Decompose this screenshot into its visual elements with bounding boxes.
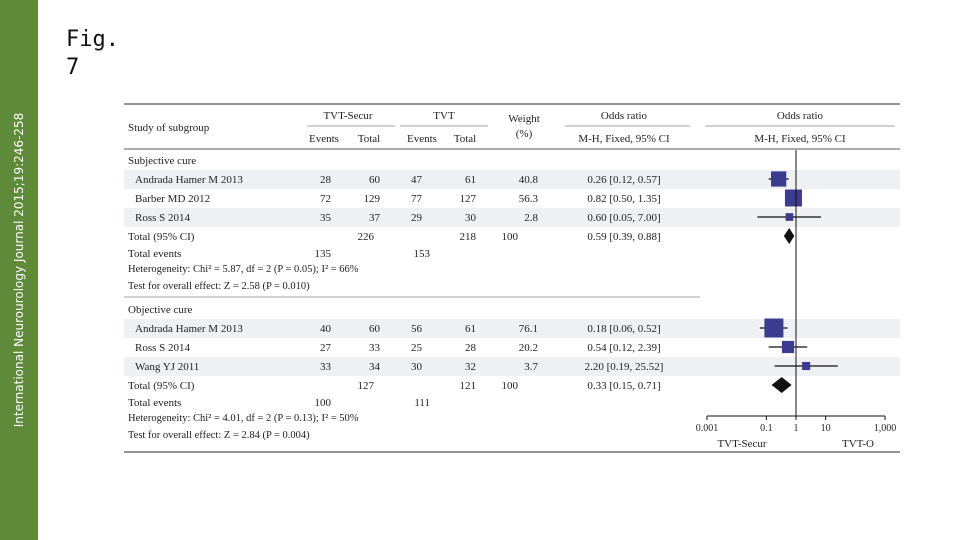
total-events-label: Total events <box>128 248 181 260</box>
header-or-text-method: M-H, Fixed, 95% CI <box>578 133 670 145</box>
total-events-2: 111 <box>414 397 430 409</box>
events-2: 29 <box>411 212 423 224</box>
or-ci-text: 0.18 [0.06, 0.52] <box>587 323 660 335</box>
header-study-label: Study of subgroup <box>128 122 210 134</box>
table-row-stripe <box>124 208 900 227</box>
overall-effect-text: Test for overall effect: Z = 2.84 (P = 0… <box>128 430 310 441</box>
or-ci-text: 0.60 [0.05, 7.00] <box>587 212 660 224</box>
total-ci-label: Total (95% CI) <box>128 231 195 243</box>
effect-marker <box>784 189 802 207</box>
total-n-2: 121 <box>460 380 477 392</box>
effect-marker <box>802 361 811 371</box>
header-total-1: Total <box>358 133 380 145</box>
table-row-stripe <box>124 357 900 376</box>
x-tick-label: 1 <box>794 423 799 434</box>
x-tick-label: 0.1 <box>760 423 773 434</box>
total-events-label: Total events <box>128 397 181 409</box>
events-2: 25 <box>411 342 423 354</box>
header-group2: TVT <box>433 110 455 122</box>
effect-marker <box>781 340 795 354</box>
study-name: Andrada Hamer M 2013 <box>135 323 243 335</box>
total-weight: 100 <box>502 231 519 243</box>
or-ci-text: 0.26 [0.12, 0.57] <box>587 174 660 186</box>
header-group1: TVT-Secur <box>323 110 372 122</box>
or-ci-text: 0.82 [0.50, 1.35] <box>587 193 660 205</box>
weight-value: 20.2 <box>519 342 538 354</box>
study-name: Ross S 2014 <box>135 342 191 354</box>
journal-sidebar: International Neurourology Journal 2015;… <box>0 0 38 540</box>
or-ci-text: 0.54 [0.12, 2.39] <box>587 342 660 354</box>
favours-right-label: TVT-O <box>842 438 874 450</box>
total-2: 61 <box>465 323 476 335</box>
header-total-2: Total <box>454 133 476 145</box>
effect-marker <box>771 171 787 187</box>
total-1: 60 <box>369 174 381 186</box>
header-weight-unit: (%) <box>516 128 533 140</box>
header-weight: Weight <box>508 113 540 125</box>
x-tick-label: 1,000 <box>874 423 897 434</box>
total-1: 34 <box>369 361 381 373</box>
table-row-stripe <box>124 319 900 338</box>
events-2: 30 <box>411 361 423 373</box>
study-name: Wang YJ 2011 <box>135 361 199 373</box>
or-ci-text: 2.20 [0.19, 25.52] <box>585 361 664 373</box>
weight-value: 56.3 <box>519 193 539 205</box>
pooled-diamond <box>771 377 792 393</box>
subgroup-title: Subjective cure <box>128 155 196 167</box>
events-1: 40 <box>320 323 332 335</box>
heterogeneity-text: Heterogeneity: Chi² = 4.01, df = 2 (P = … <box>128 413 359 424</box>
favours-left-label: TVT-Secur <box>717 438 766 450</box>
header-events-1: Events <box>309 133 339 145</box>
events-1: 72 <box>320 193 331 205</box>
subgroup-title: Objective cure <box>128 304 193 316</box>
events-1: 27 <box>320 342 332 354</box>
total-1: 60 <box>369 323 381 335</box>
total-or-ci-text: 0.59 [0.39, 0.88] <box>587 231 660 243</box>
effect-marker <box>764 318 784 338</box>
total-n-1: 226 <box>358 231 375 243</box>
weight-value: 2.8 <box>524 212 538 224</box>
events-1: 33 <box>320 361 332 373</box>
weight-value: 76.1 <box>519 323 538 335</box>
events-1: 35 <box>320 212 332 224</box>
events-2: 56 <box>411 323 423 335</box>
total-1: 37 <box>369 212 381 224</box>
study-name: Ross S 2014 <box>135 212 191 224</box>
events-2: 77 <box>411 193 423 205</box>
header-or-plot: Odds ratio <box>777 110 824 122</box>
total-2: 32 <box>465 361 476 373</box>
total-events-1: 135 <box>315 248 332 260</box>
weight-value: 40.8 <box>519 174 539 186</box>
total-2: 28 <box>465 342 477 354</box>
pooled-diamond <box>783 228 795 244</box>
weight-value: 3.7 <box>524 361 538 373</box>
total-n-2: 218 <box>460 231 477 243</box>
total-events-1: 100 <box>315 397 332 409</box>
header-or-plot-method: M-H, Fixed, 95% CI <box>754 133 846 145</box>
total-n-1: 127 <box>358 380 375 392</box>
header-or-text: Odds ratio <box>601 110 648 122</box>
effect-marker <box>785 213 794 221</box>
total-weight: 100 <box>502 380 519 392</box>
total-1: 129 <box>364 193 381 205</box>
total-2: 127 <box>460 193 477 205</box>
events-1: 28 <box>320 174 332 186</box>
total-events-2: 153 <box>414 248 431 260</box>
total-ci-label: Total (95% CI) <box>128 380 195 392</box>
study-name: Barber MD 2012 <box>135 193 210 205</box>
events-2: 47 <box>411 174 423 186</box>
total-2: 61 <box>465 174 476 186</box>
table-row-stripe <box>124 170 900 189</box>
total-2: 30 <box>465 212 477 224</box>
total-1: 33 <box>369 342 381 354</box>
figure-label: Fig. 7 <box>66 27 119 80</box>
header-events-2: Events <box>407 133 437 145</box>
total-or-ci-text: 0.33 [0.15, 0.71] <box>587 380 660 392</box>
overall-effect-text: Test for overall effect: Z = 2.58 (P = 0… <box>128 281 310 292</box>
study-name: Andrada Hamer M 2013 <box>135 174 243 186</box>
heterogeneity-text: Heterogeneity: Chi² = 5.87, df = 2 (P = … <box>128 264 359 275</box>
x-tick-label: 10 <box>821 423 831 434</box>
x-tick-label: 0.001 <box>696 423 719 434</box>
